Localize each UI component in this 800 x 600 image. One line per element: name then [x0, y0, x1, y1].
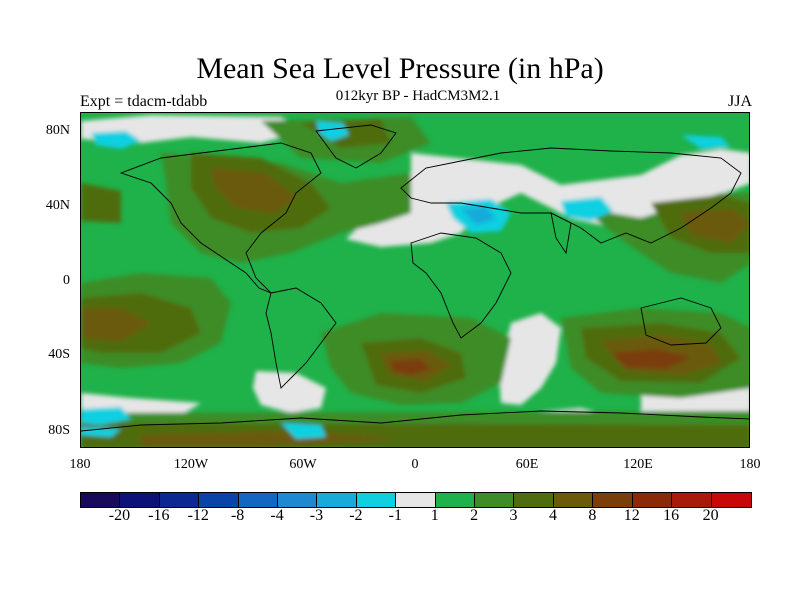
colorbar-label: -2: [349, 507, 363, 524]
anomaly-region-gray: [346, 149, 749, 247]
colorbar-label: -12: [187, 507, 209, 524]
anomaly-region-brown: [681, 209, 749, 243]
season-label: JJA: [727, 93, 752, 110]
anomaly-region-cyan: [81, 427, 121, 437]
anomaly-region-gray: [499, 313, 561, 405]
colorbar-label: 3: [509, 507, 518, 524]
anomaly-region-cyan: [316, 121, 349, 141]
lon-label-180w: 180: [69, 457, 91, 472]
colorbar-label: 1: [430, 507, 439, 524]
colorbar-label: -1: [388, 507, 402, 524]
colorbar-swatch: [396, 493, 436, 507]
colorbar-swatch: [159, 493, 200, 507]
colorbar-swatch: [672, 493, 712, 507]
anomaly-region-cyan: [81, 407, 131, 425]
colorbar-label: 4: [548, 507, 557, 524]
anomaly-region-cyan: [281, 423, 326, 439]
colorbar-swatch: [199, 493, 239, 507]
anomaly-region-olive: [81, 183, 121, 223]
colorbar-swatch: [514, 493, 554, 507]
anomaly-region-cyan: [561, 197, 613, 221]
colorbar-label: 8: [588, 507, 597, 524]
coastline-eurasia: [400, 147, 742, 244]
coastlines: [81, 124, 749, 432]
colorbar-label: 2: [470, 507, 479, 524]
anomaly-region-dark-brown: [611, 349, 691, 369]
pressure-map: [80, 112, 750, 448]
colorbar: [80, 492, 752, 508]
anomaly-region-cyan: [681, 135, 731, 149]
anomaly-region-gray: [81, 115, 306, 143]
experiment-label: Expt = tdacm-tdabb: [80, 93, 208, 110]
coastline-africa: [410, 232, 512, 339]
coastline-australia: [640, 297, 722, 346]
coastline-india: [550, 212, 572, 255]
colorbar-swatch: [711, 493, 751, 507]
colorbar-label: 12: [623, 507, 640, 524]
coastline-north-america: [119, 142, 322, 294]
colorbar-label: -16: [148, 507, 170, 524]
colorbar-swatch: [278, 493, 318, 507]
anomaly-region-brown: [141, 431, 401, 447]
coastline-south-america: [265, 287, 337, 389]
anomaly-region-dark-brown: [391, 359, 431, 375]
colorbar-label: 20: [702, 507, 719, 524]
map-subtitle: 012kyr BP - HadCM3M2.1: [335, 88, 501, 104]
colorbar-swatch: [593, 493, 633, 507]
colorbar-label: 16: [663, 507, 680, 524]
colorbar-swatch: [120, 493, 160, 507]
lat-label-40s: 40S: [48, 347, 70, 362]
colorbar-swatch: [81, 493, 121, 507]
lon-label-180e: 180: [739, 457, 761, 472]
lon-label-0: 0: [411, 457, 419, 472]
lon-label-120w: 120W: [173, 457, 209, 472]
lat-label-80s: 80S: [48, 423, 70, 438]
anomaly-region-brown: [211, 168, 296, 213]
lon-label-60e: 60E: [515, 457, 539, 472]
anomaly-region-brown: [81, 308, 151, 341]
lat-label-equator: 0: [63, 273, 70, 288]
colorbar-swatch: [238, 493, 279, 507]
coastline-antarctica: [81, 410, 749, 432]
anomaly-region-cyan: [91, 131, 141, 149]
pressure-map-svg: [81, 113, 749, 447]
colorbar-swatch: [317, 493, 357, 507]
colorbar-swatch: [475, 493, 515, 507]
colorbar-swatch: [435, 493, 476, 507]
colorbar-label: -20: [108, 507, 131, 524]
colorbar-swatch: [632, 493, 673, 507]
anomaly-region-light-blue: [461, 207, 496, 225]
lon-label-120e: 120E: [623, 457, 653, 472]
lon-label-60w: 60W: [289, 457, 317, 472]
lat-label-80n: 80N: [45, 123, 70, 138]
colorbar-label: -4: [270, 507, 284, 524]
lat-label-40n: 40N: [45, 198, 70, 213]
colorbar-swatch: [553, 493, 594, 507]
colorbar-label: -3: [309, 507, 324, 524]
anomaly-region-gray: [253, 371, 326, 413]
colorbar-label: -8: [230, 507, 245, 524]
map-title: Mean Sea Level Pressure (in hPa): [196, 52, 604, 85]
coastline-greenland: [315, 124, 397, 169]
colorbar-swatch: [356, 493, 397, 507]
